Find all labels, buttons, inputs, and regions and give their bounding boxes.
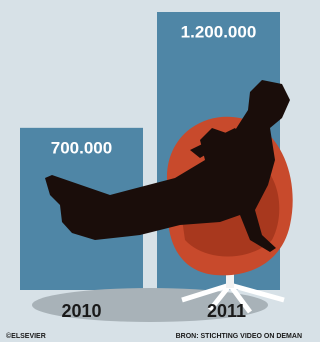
chart: 700.000 1.200.000 ©ELSEVIER BRON: STICHTI… xyxy=(0,0,304,342)
category-label: 2011 xyxy=(207,301,246,321)
page: 700.000 1.200.000 ©ELSEVIER BRON: STICHTI… xyxy=(0,0,320,342)
source: BRON: STICHTING VIDEO ON DEMAN xyxy=(176,333,302,340)
value-label: 700.000 xyxy=(51,138,112,157)
value-label: 1.200.000 xyxy=(181,22,257,41)
category-label: 2010 xyxy=(61,301,101,321)
credit: ©ELSEVIER xyxy=(6,332,46,340)
